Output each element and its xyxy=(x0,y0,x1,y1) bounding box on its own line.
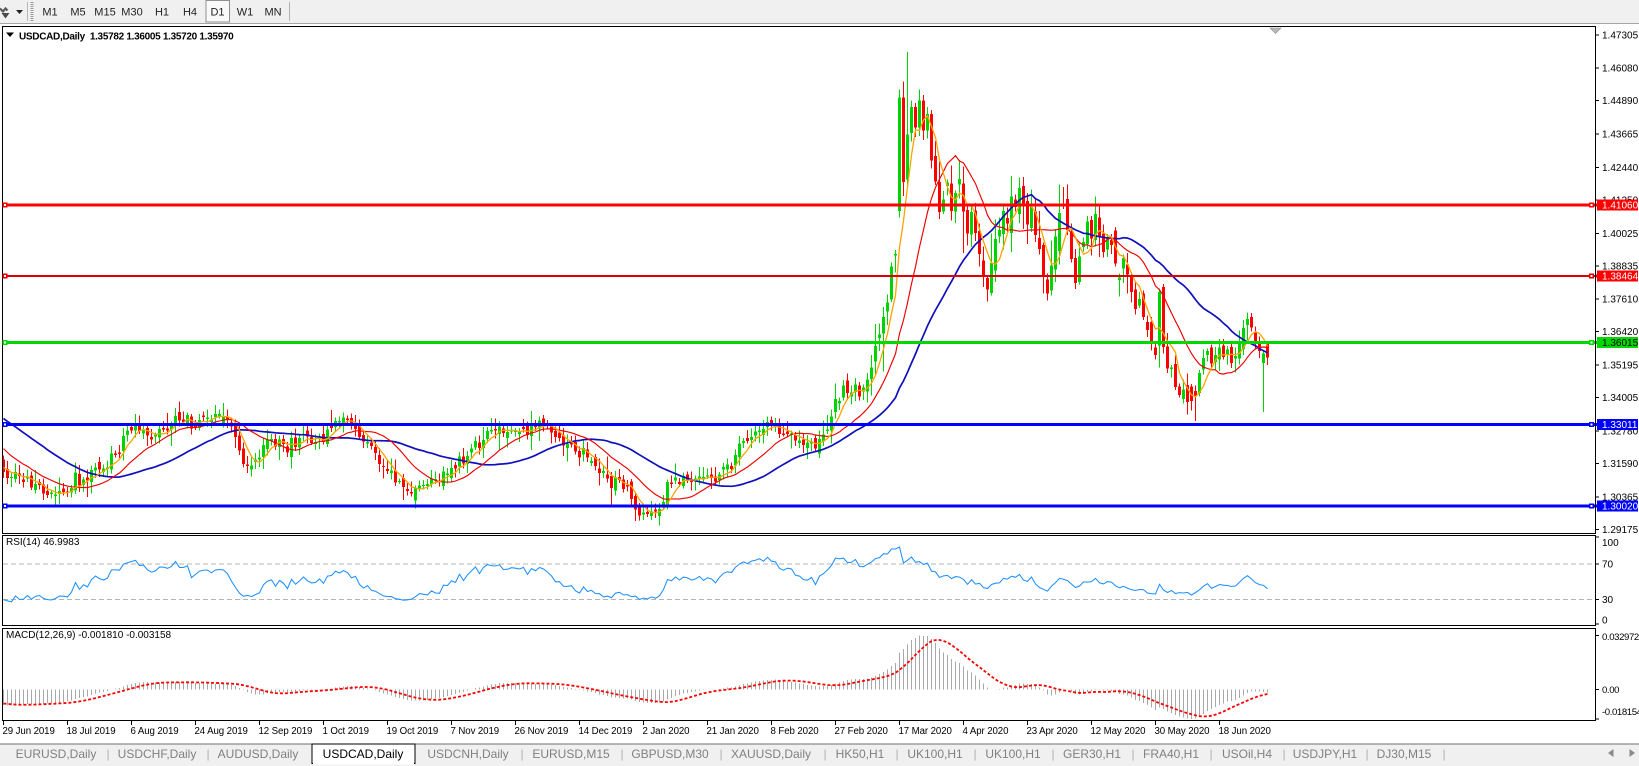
svg-text:|: | xyxy=(1282,747,1285,761)
svg-text:|: | xyxy=(719,747,722,761)
svg-text:1.43665: 1.43665 xyxy=(1602,130,1639,141)
svg-text:|: | xyxy=(895,747,898,761)
svg-text:|: | xyxy=(823,747,826,761)
svg-text:FRA40,H1: FRA40,H1 xyxy=(1143,747,1199,761)
svg-text:1.40025: 1.40025 xyxy=(1602,229,1639,240)
svg-text:W1: W1 xyxy=(237,7,254,19)
svg-text:24 Aug 2019: 24 Aug 2019 xyxy=(195,726,248,737)
svg-text:1.38835: 1.38835 xyxy=(1602,261,1639,272)
svg-text:|: | xyxy=(106,747,109,761)
svg-text:|: | xyxy=(1209,747,1212,761)
svg-text:H1: H1 xyxy=(155,7,169,19)
svg-text:1.35195: 1.35195 xyxy=(1602,361,1639,372)
svg-text:1.30365: 1.30365 xyxy=(1602,492,1639,503)
svg-text:12 Sep 2019: 12 Sep 2019 xyxy=(259,726,313,737)
svg-text:1.41060: 1.41060 xyxy=(1602,201,1639,212)
svg-text:30 May 2020: 30 May 2020 xyxy=(1155,726,1211,737)
svg-text:1.31590: 1.31590 xyxy=(1602,459,1639,470)
svg-text:M30: M30 xyxy=(121,7,142,19)
svg-text:|: | xyxy=(620,747,623,761)
svg-text:1.46080: 1.46080 xyxy=(1602,64,1639,75)
svg-text:23 Apr 2020: 23 Apr 2020 xyxy=(1027,726,1079,737)
svg-text:USDCAD,Daily 1.35782 1.36005: USDCAD,Daily 1.35782 1.36005 1.35720 1.3… xyxy=(19,32,234,43)
svg-text:AUDUSD,Daily: AUDUSD,Daily xyxy=(218,747,299,761)
svg-text:1.42440: 1.42440 xyxy=(1602,163,1639,174)
svg-text:-0.018154: -0.018154 xyxy=(1602,707,1639,718)
svg-text:GER30,H1: GER30,H1 xyxy=(1063,747,1121,761)
svg-text:USDJPY,H1: USDJPY,H1 xyxy=(1293,747,1358,761)
svg-text:1.37610: 1.37610 xyxy=(1602,295,1639,306)
svg-text:1.30020: 1.30020 xyxy=(1602,502,1639,513)
svg-text:|: | xyxy=(520,747,523,761)
svg-text:USDCHF,Daily: USDCHF,Daily xyxy=(118,747,197,761)
svg-text:M1: M1 xyxy=(42,7,57,19)
svg-text:0.00: 0.00 xyxy=(1602,685,1619,696)
svg-text:|: | xyxy=(206,747,209,761)
svg-text:1.47305: 1.47305 xyxy=(1602,30,1639,41)
svg-text:0: 0 xyxy=(1602,616,1608,627)
svg-text:18 Jul 2019: 18 Jul 2019 xyxy=(67,726,116,737)
svg-text:1.32780: 1.32780 xyxy=(1602,426,1639,437)
svg-text:8 Feb 2020: 8 Feb 2020 xyxy=(771,726,820,737)
svg-text:0.032972: 0.032972 xyxy=(1602,632,1639,643)
svg-text:HK50,H1: HK50,H1 xyxy=(836,747,885,761)
svg-text:|: | xyxy=(973,747,976,761)
svg-text:|: | xyxy=(1442,747,1445,761)
svg-text:12 May 2020: 12 May 2020 xyxy=(1091,726,1147,737)
svg-text:M5: M5 xyxy=(70,7,85,19)
svg-text:RSI(14) 46.9983: RSI(14) 46.9983 xyxy=(6,537,80,548)
svg-text:26 Nov 2019: 26 Nov 2019 xyxy=(515,726,569,737)
svg-text:MACD(12,26,9) -0.001810 -0.003: MACD(12,26,9) -0.001810 -0.003158 xyxy=(6,630,172,641)
svg-text:1.36015: 1.36015 xyxy=(1602,338,1639,349)
svg-text:19 Oct 2019: 19 Oct 2019 xyxy=(387,726,439,737)
svg-text:UK100,H1: UK100,H1 xyxy=(985,747,1041,761)
svg-text:D1: D1 xyxy=(210,7,224,19)
svg-text:1.29175: 1.29175 xyxy=(1602,525,1639,536)
svg-text:17 Mar 2020: 17 Mar 2020 xyxy=(899,726,953,737)
svg-text:30: 30 xyxy=(1602,595,1614,606)
svg-text:6 Aug 2019: 6 Aug 2019 xyxy=(131,726,179,737)
svg-text:2 Jan 2020: 2 Jan 2020 xyxy=(643,726,691,737)
svg-text:1.34005: 1.34005 xyxy=(1602,393,1639,404)
svg-text:21 Jan 2020: 21 Jan 2020 xyxy=(707,726,760,737)
svg-text:USOil,H4: USOil,H4 xyxy=(1222,747,1272,761)
svg-text:|: | xyxy=(1365,747,1368,761)
svg-text:EURUSD,M15: EURUSD,M15 xyxy=(532,747,610,761)
svg-text:UK100,H1: UK100,H1 xyxy=(907,747,963,761)
svg-text:EURUSD,Daily: EURUSD,Daily xyxy=(16,747,97,761)
svg-text:27 Feb 2020: 27 Feb 2020 xyxy=(835,726,889,737)
svg-text:1 Oct 2019: 1 Oct 2019 xyxy=(323,726,369,737)
svg-text:|: | xyxy=(1131,747,1134,761)
svg-text:|: | xyxy=(1051,747,1054,761)
svg-text:29 Jun 2019: 29 Jun 2019 xyxy=(3,726,55,737)
svg-text:1.36420: 1.36420 xyxy=(1602,327,1639,338)
svg-text:1.44890: 1.44890 xyxy=(1602,96,1639,107)
svg-text:14 Dec 2019: 14 Dec 2019 xyxy=(579,726,633,737)
svg-text:18 Jun 2020: 18 Jun 2020 xyxy=(1219,726,1272,737)
svg-text:1.38464: 1.38464 xyxy=(1602,271,1639,282)
svg-text:7 Nov 2019: 7 Nov 2019 xyxy=(451,726,500,737)
svg-text:DJ30,M15: DJ30,M15 xyxy=(1377,747,1432,761)
svg-text:1.33011: 1.33011 xyxy=(1602,420,1638,431)
svg-text:100: 100 xyxy=(1602,538,1619,549)
svg-text:M15: M15 xyxy=(94,7,115,19)
svg-text:GBPUSD,M30: GBPUSD,M30 xyxy=(631,747,709,761)
svg-text:USDCAD,Daily: USDCAD,Daily xyxy=(323,747,404,761)
svg-text:4 Apr 2020: 4 Apr 2020 xyxy=(963,726,1010,737)
svg-text:H4: H4 xyxy=(183,7,197,19)
svg-text:MN: MN xyxy=(264,7,281,19)
svg-text:XAUUSD,Daily: XAUUSD,Daily xyxy=(731,747,811,761)
svg-text:USDCNH,Daily: USDCNH,Daily xyxy=(427,747,508,761)
svg-text:70: 70 xyxy=(1602,560,1614,571)
